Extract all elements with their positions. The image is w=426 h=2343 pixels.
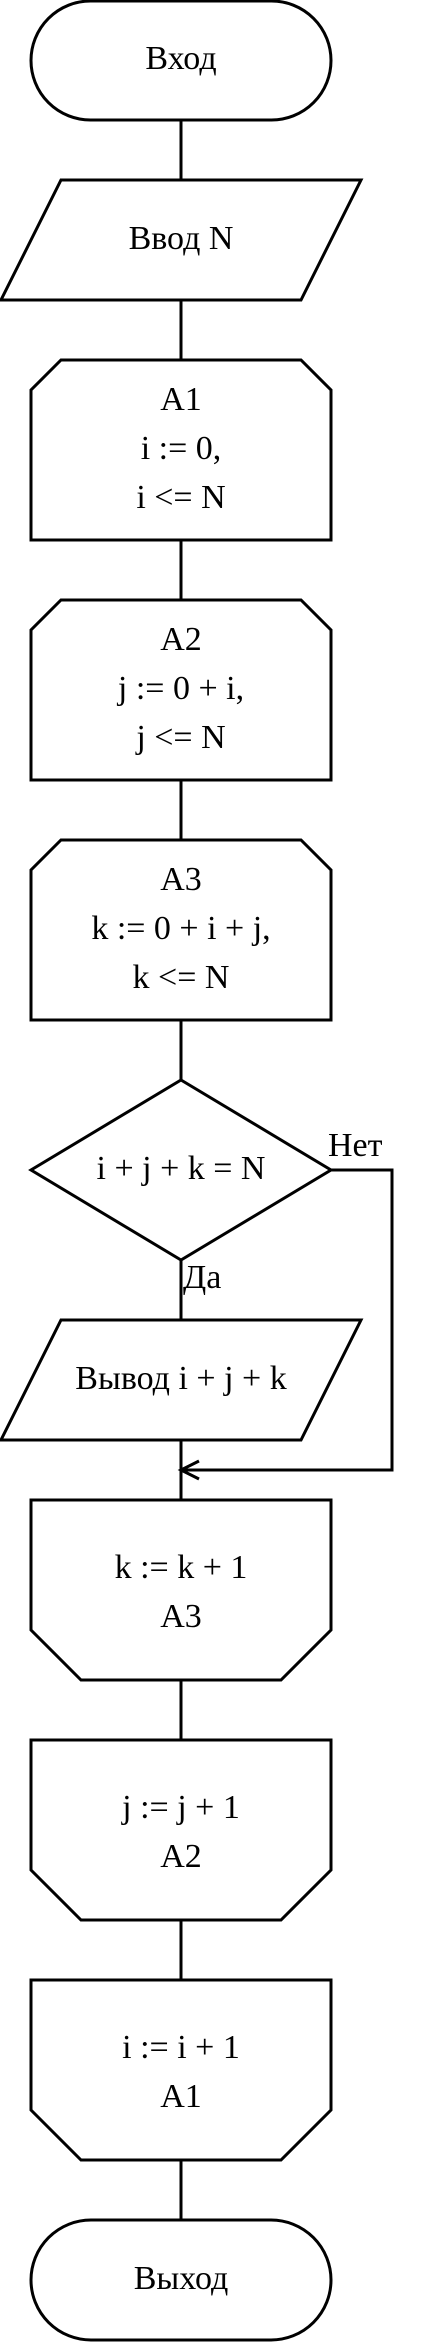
connector-decision-no-branch [181, 1168, 394, 1472]
loop-a3-end-line1: k := k + 1 [115, 1549, 248, 1586]
end-terminator: Выход [29, 2218, 333, 2342]
decision-yes-label: Да [183, 1259, 221, 1296]
loop-a1-line1: A1 [160, 381, 202, 418]
loop-a1-start: A1 i := 0, i <= N [29, 358, 333, 542]
loop-a2-line3: j <= N [135, 719, 225, 756]
loop-a3-line3: k <= N [133, 959, 230, 996]
input-label: Ввод N [129, 220, 234, 257]
output-label: Вывод i + j + k [75, 1360, 286, 1397]
loop-a2-end: j := j + 1 A2 [29, 1738, 333, 1922]
loop-a2-start: A2 j := 0 + i, j <= N [29, 598, 333, 782]
loop-a2-line1: A2 [160, 621, 202, 658]
loop-a1-end: i := i + 1 A1 [29, 1978, 333, 2162]
start-terminator: Вход [29, 0, 333, 122]
loop-a3-line1: A3 [160, 861, 202, 898]
loop-a1-end-line2: A1 [160, 2078, 202, 2115]
loop-a3-end-line2: A3 [160, 1598, 202, 1635]
loop-a2-line2: j := 0 + i, [117, 670, 244, 707]
decision-no-label: Нет [328, 1127, 383, 1164]
connectors [177, 120, 394, 2220]
loop-a3-end: k := k + 1 A3 [29, 1498, 333, 1682]
end-label: Выход [134, 2260, 229, 2297]
input-parallelogram: Ввод N [0, 178, 364, 302]
loop-a2-end-line2: A2 [160, 1838, 202, 1875]
output-parallelogram: Вывод i + j + k [0, 1318, 364, 1442]
start-label: Вход [145, 40, 216, 77]
decision-label: i + j + k = N [97, 1150, 266, 1187]
loop-a2-end-line1: j := j + 1 [121, 1789, 240, 1826]
loop-a3-start: A3 k := 0 + i + j, k <= N [29, 838, 333, 1022]
decision-diamond: i + j + k = N [28, 1078, 334, 1262]
loop-a1-line3: i <= N [136, 479, 225, 516]
loop-a1-line2: i := 0, [141, 430, 222, 467]
loop-a1-end-line1: i := i + 1 [122, 2029, 240, 2066]
loop-a3-line2: k := 0 + i + j, [91, 910, 270, 947]
arrow-head [177, 1459, 200, 1481]
